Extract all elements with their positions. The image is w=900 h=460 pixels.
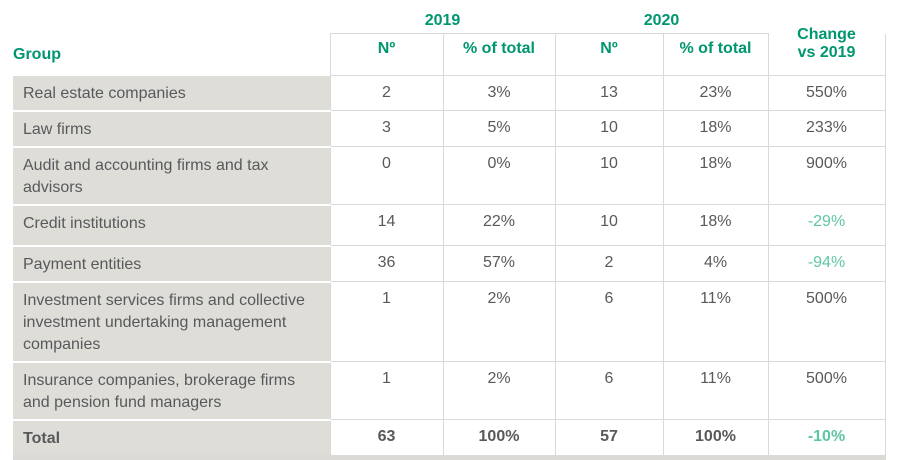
- table-row: Investment services firms and collective…: [13, 281, 886, 363]
- year-2019-header: 2019: [424, 11, 461, 29]
- change-column-header: Change vs 2019: [767, 26, 886, 76]
- pct-2020-cell: 11%: [662, 361, 769, 420]
- n-2019-cell: 14: [329, 204, 444, 246]
- n-2020-cell: 6: [554, 361, 664, 420]
- group-cell: Audit and accounting firms and tax advis…: [13, 146, 330, 206]
- table-body: Real estate companies 2 3% 13 23% 550% Law fir…: [13, 75, 886, 460]
- group-cell: Payment entities: [13, 245, 330, 283]
- pct-2019-column-header: % of total: [442, 33, 556, 76]
- n-2019-column-header: Nº: [329, 33, 444, 76]
- group-cell: Law firms: [13, 110, 330, 148]
- n-2020-cell: 10: [554, 146, 664, 205]
- total-row: Total 63 100% 57 100% -10%: [13, 419, 886, 460]
- pct-2019-cell: 5%: [442, 110, 556, 147]
- n-2019-cell: 2: [329, 75, 444, 111]
- pct-2020-cell: 18%: [662, 204, 769, 246]
- n-2020-cell: 10: [554, 110, 664, 147]
- pct-2020-cell: 11%: [662, 281, 769, 362]
- pct-2019-cell: 2%: [442, 361, 556, 420]
- table-row: Law firms 3 5% 10 18% 233%: [13, 110, 886, 148]
- pct-2020-cell: 100%: [662, 419, 769, 460]
- change-cell: -29%: [767, 204, 886, 246]
- group-cell: Credit institutions: [13, 204, 330, 247]
- table-row: Audit and accounting firms and tax advis…: [13, 146, 886, 206]
- pct-2020-column-header: % of total: [662, 33, 769, 76]
- pct-2019-cell: 57%: [442, 245, 556, 282]
- pct-2019-cell: 3%: [442, 75, 556, 111]
- n-2019-cell: 63: [329, 419, 444, 460]
- change-cell: -94%: [767, 245, 886, 282]
- change-cell: 550%: [767, 75, 886, 111]
- change-cell: -10%: [767, 419, 886, 460]
- pct-2020-cell: 4%: [662, 245, 769, 282]
- n-2020-cell: 6: [554, 281, 664, 362]
- pct-2019-cell: 0%: [442, 146, 556, 205]
- change-cell: 233%: [767, 110, 886, 147]
- pct-2019-cell: 100%: [442, 419, 556, 460]
- group-cell: Real estate companies: [13, 75, 330, 112]
- year-header-row: 2019 2020: [13, 8, 885, 34]
- table-row: Real estate companies 2 3% 13 23% 550%: [13, 75, 886, 112]
- group-cell: Total: [13, 419, 330, 460]
- corner-spacer: [13, 8, 330, 34]
- change-header-line1: Change: [797, 25, 856, 43]
- comparison-table-container: 2019 2020 Group Nº % of total Nº % of to…: [13, 8, 886, 460]
- group-column-header: Group: [13, 45, 61, 63]
- pct-2019-cell: 22%: [442, 204, 556, 246]
- n-2020-cell: 2: [554, 245, 664, 282]
- n-2019-cell: 0: [329, 146, 444, 205]
- change-cell: 500%: [767, 361, 886, 420]
- n-2020-cell: 13: [554, 75, 664, 111]
- n-2019-cell: 1: [329, 361, 444, 420]
- change-cell: 900%: [767, 146, 886, 205]
- change-column-header-text: Change vs 2019: [769, 26, 885, 62]
- n-2020-cell: 10: [554, 204, 664, 246]
- comparison-table: 2019 2020 Group Nº % of total Nº % of to…: [13, 8, 886, 460]
- change-header-line2: vs 2019: [797, 43, 856, 61]
- n-2019-cell: 3: [329, 110, 444, 147]
- n-2020-cell: 57: [554, 419, 664, 460]
- pct-2019-cell: 2%: [442, 281, 556, 362]
- n-2019-cell: 1: [329, 281, 444, 362]
- pct-2020-cell: 23%: [662, 75, 769, 111]
- year-2020-header: 2020: [643, 11, 680, 29]
- table-row: Credit institutions 14 22% 10 18% -29%: [13, 204, 886, 247]
- pct-2020-cell: 18%: [662, 146, 769, 205]
- table-row: Insurance companies, brokerage firms and…: [13, 361, 886, 421]
- n-2019-cell: 36: [329, 245, 444, 282]
- group-cell: Investment services firms and collective…: [13, 281, 330, 363]
- subheader-row: Group Nº % of total Nº % of total Change…: [13, 26, 886, 76]
- pct-2020-cell: 18%: [662, 110, 769, 147]
- change-cell: 500%: [767, 281, 886, 362]
- group-cell: Insurance companies, brokerage firms and…: [13, 361, 330, 421]
- n-2020-column-header: Nº: [554, 33, 664, 76]
- table-row: Payment entities 36 57% 2 4% -94%: [13, 245, 886, 283]
